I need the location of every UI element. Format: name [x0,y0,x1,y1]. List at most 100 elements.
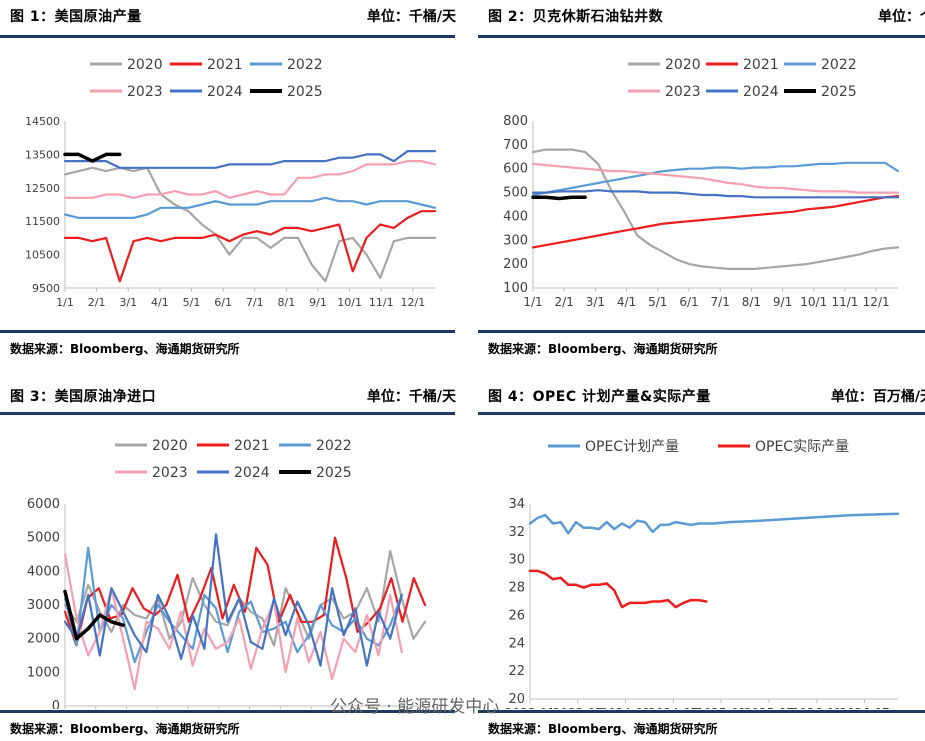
x-tick-label: 2/1 [88,296,106,309]
y-tick-label: 22 [508,664,525,679]
chart-unit: 单位：个 [878,9,925,25]
legend-label: 2025 [316,465,352,481]
series-line-2021 [63,536,427,647]
series-line-2022 [63,196,437,219]
x-tick-label: 3/1 [119,296,137,309]
y-tick-label: 4000 [27,564,60,579]
legend-label: 2024 [207,84,243,100]
y-tick-label: 6000 [27,497,60,512]
x-tick-label: 2023-01 [505,706,555,709]
title-rule [0,35,455,38]
title-rule [0,412,455,415]
x-tick-label: 9/1 [773,295,792,309]
y-tick-label: 34 [508,497,525,512]
chart-title: 图 4：OPEC 计划产量&实际产量 [488,389,711,405]
y-tick-label: 300 [503,233,528,248]
y-tick-label: 32 [508,525,525,540]
title-rule [478,35,925,38]
x-tick-label: 8/1 [278,296,296,309]
x-tick-label: 2024-07 [648,706,698,709]
y-tick-label: 600 [503,162,528,177]
source-note: 数据来源：Bloomberg、海通期货研究所 [10,342,240,356]
legend-label: 2022 [316,438,352,454]
chart-baker-hughes-rigs: 100 200 300 400 500 600 700 800 1/1 2/1 3/1 4/1 5/1 6… [503,57,900,309]
legend-label: 2023 [127,84,163,100]
y-tick-label: 9500 [32,282,60,295]
series-line-2023 [63,553,403,691]
panel-baker-hughes-rigs: 图 2：贝克休斯石油钻井数 单位：个 100 200 300 400 500 600 700… [478,0,925,360]
chart-title: 图 1：美国原油产量 [10,9,142,25]
legend-label: 2022 [821,57,857,73]
series-line-2023 [63,160,437,199]
chart-title: 图 2：贝克休斯石油钻井数 [488,9,664,25]
legend-label: 2025 [287,84,323,100]
y-tick-label: 100 [503,281,528,296]
source-rule [478,710,925,713]
x-tick-label: 2026-07 [839,706,889,709]
legend-label: 2024 [234,465,270,481]
x-tick-label: 2024-01 [601,706,651,709]
series-line-2023 [531,162,900,194]
x-tick-label: 2025-07 [744,706,794,709]
series-line-2020 [63,166,437,283]
panel-opec-production: 图 4：OPEC 计划产量&实际产量 单位：百万桶/天 20 22 24 26 28 30… [478,380,925,741]
source-rule [0,330,455,333]
x-tick-label: 4/1 [151,296,169,309]
y-tick-label: 1000 [27,665,60,680]
x-tick-label: 12/1 [863,295,890,309]
y-tick-label: 20 [508,692,525,707]
legend-label: 2021 [207,57,243,73]
series-line-OPEC实际产量 [528,569,708,609]
series-line-2022 [531,161,900,197]
y-tick-label: 12500 [25,182,60,195]
chart-title: 图 3：美国原油净进口 [10,389,157,405]
x-tick-label: 11/1 [831,295,858,309]
title-rule [478,412,925,415]
panel-us-crude-net-imports: 图 3：美国原油净进口 单位：千桶/天 0 1000 2000 3000 4000 500… [0,380,470,741]
y-tick-label: 800 [503,114,528,129]
chart-us-crude-production: 9500 10500 11500 12500 13500 14500 1/1 2/1 3/1 4/… [25,57,437,309]
legend-label: OPEC实际产量 [755,439,849,455]
x-tick-label: 9/1 [309,296,327,309]
y-tick-label: 2000 [27,632,60,647]
panel-us-crude-production: 图 1：美国原油产量 单位：千桶/天 9500 10500 11500 12500 13… [0,0,470,360]
x-tick-label: 7/1 [711,295,730,309]
series-line-2024 [63,150,437,169]
x-tick-label: 2025-01 [696,706,746,709]
y-tick-label: 11500 [25,215,60,228]
x-tick-label: 7/1 [246,296,264,309]
y-tick-label: 28 [508,581,525,596]
series-line-2024 [63,533,403,667]
y-tick-label: 3000 [27,598,60,613]
x-tick-label: 10/1 [800,295,827,309]
chart-unit: 单位：百万桶/天 [830,389,925,405]
x-tick-label: 1/1 [56,296,74,309]
x-tick-label: 8/1 [742,295,761,309]
y-tick-label: 26 [508,608,525,623]
x-tick-label: 11/1 [369,296,394,309]
series-line-2025 [531,195,587,201]
y-tick-label: 200 [503,257,528,272]
x-tick-label: 2/1 [555,295,574,309]
series-line-2020 [531,148,900,270]
source-rule [0,710,455,713]
source-rule [478,330,925,333]
y-tick-label: 24 [508,636,525,651]
watermark-text: 公众号 · 能源研发中心 [330,697,500,717]
series-line-OPEC计划产量 [528,512,900,535]
chart-unit: 单位：千桶/天 [366,389,456,405]
legend-label: 2020 [665,57,701,73]
legend-label: 2022 [287,57,323,73]
series-line-2021 [531,195,900,249]
chart-us-crude-net-imports: 01000200030004000500060001/12/13/14/15/1… [27,438,427,709]
y-tick-label: 500 [503,186,528,201]
legend-label: 2020 [127,57,163,73]
source-note: 数据来源：Bloomberg、海通期货研究所 [488,722,718,736]
x-tick-label: 4/1 [617,295,636,309]
legend-label: 2024 [743,84,779,100]
y-tick-label: 700 [503,138,528,153]
x-tick-label: 5/1 [648,295,667,309]
x-tick-label: 3/1 [586,295,605,309]
legend-label: 2023 [152,465,188,481]
y-tick-label: 14500 [25,115,60,128]
